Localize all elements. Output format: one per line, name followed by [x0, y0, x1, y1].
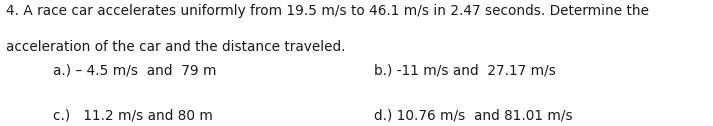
Text: 4. A race car accelerates uniformly from 19.5 m/s to 46.1 m/s in 2.47 seconds. D: 4. A race car accelerates uniformly from…	[6, 4, 649, 18]
Text: c.)   11.2 m/s and 80 m: c.) 11.2 m/s and 80 m	[53, 108, 213, 122]
Text: acceleration of the car and the distance traveled.: acceleration of the car and the distance…	[6, 40, 345, 54]
Text: a.) – 4.5 m/s  and  79 m: a.) – 4.5 m/s and 79 m	[53, 63, 217, 77]
Text: d.) 10.76 m/s  and 81.01 m/s: d.) 10.76 m/s and 81.01 m/s	[374, 108, 573, 122]
Text: b.) -11 m/s and  27.17 m/s: b.) -11 m/s and 27.17 m/s	[374, 63, 556, 77]
